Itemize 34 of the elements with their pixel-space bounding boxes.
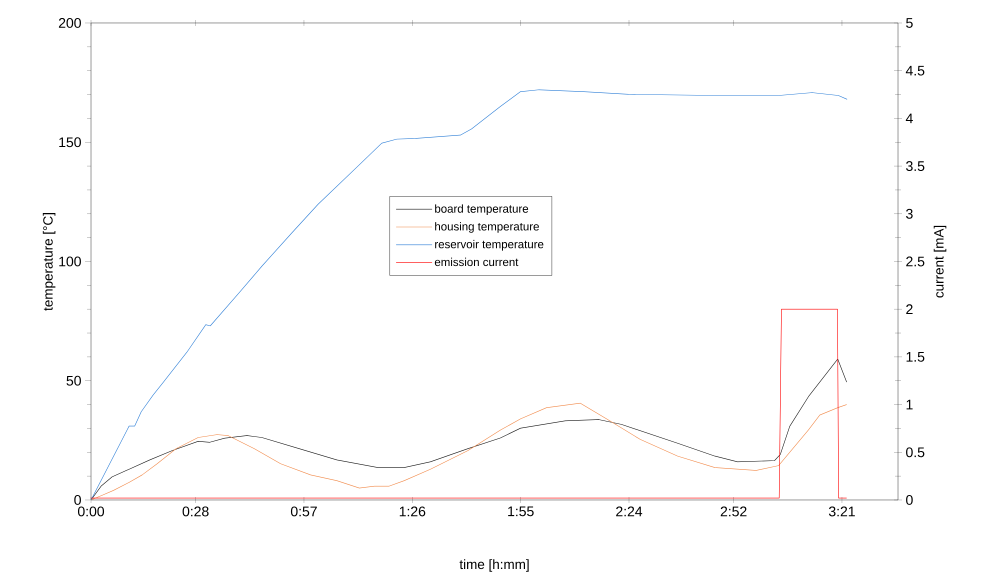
line-series xyxy=(91,358,847,500)
y2-tick-label: 3 xyxy=(906,208,913,219)
y-tick-label: 0 xyxy=(74,495,81,505)
y2-tick-label: 0 xyxy=(906,495,913,505)
legend-label: board temperature xyxy=(435,204,528,216)
x-tick-label: 0:57 xyxy=(290,506,317,516)
x-tick-label: 2:52 xyxy=(720,506,746,516)
x-tick-label: 1:26 xyxy=(400,506,426,516)
y2-tick-label: 0.5 xyxy=(906,447,924,458)
y-axis-title: temperature [°C] xyxy=(42,213,56,311)
x-axis-title: time [h:mm] xyxy=(460,559,529,572)
legend-label: reservoir temperature xyxy=(435,240,544,251)
x-tick-label: 1:55 xyxy=(508,506,534,516)
y2-tick-label: 4 xyxy=(906,114,913,124)
line-series xyxy=(91,89,848,500)
y2-tick-label: 3.5 xyxy=(906,161,924,172)
y2-tick-label: 1 xyxy=(906,400,913,410)
line-series xyxy=(91,402,847,500)
y2-tick-label: 2.5 xyxy=(906,256,924,266)
y2-axis-title: current [mA] xyxy=(934,226,946,298)
y2-tick-label: 1.5 xyxy=(906,352,924,362)
legend-label: emission current xyxy=(434,258,518,266)
y-tick-label: 150 xyxy=(59,137,81,148)
y-tick-label: 200 xyxy=(58,18,81,28)
y2-tick-label: 2 xyxy=(906,304,913,314)
y2-tick-label: 5 xyxy=(906,18,913,28)
x-tick-label: 2:24 xyxy=(616,506,642,516)
x-tick-label: 3:21 xyxy=(828,506,855,516)
x-tick-label: 0:00 xyxy=(78,506,104,516)
y2-tick-label: 4.5 xyxy=(906,66,924,76)
y-tick-label: 100 xyxy=(59,256,81,266)
legend-label: housing temperature xyxy=(435,222,539,233)
y-tick-label: 50 xyxy=(66,376,81,386)
x-tick-label: 0:28 xyxy=(182,506,209,516)
